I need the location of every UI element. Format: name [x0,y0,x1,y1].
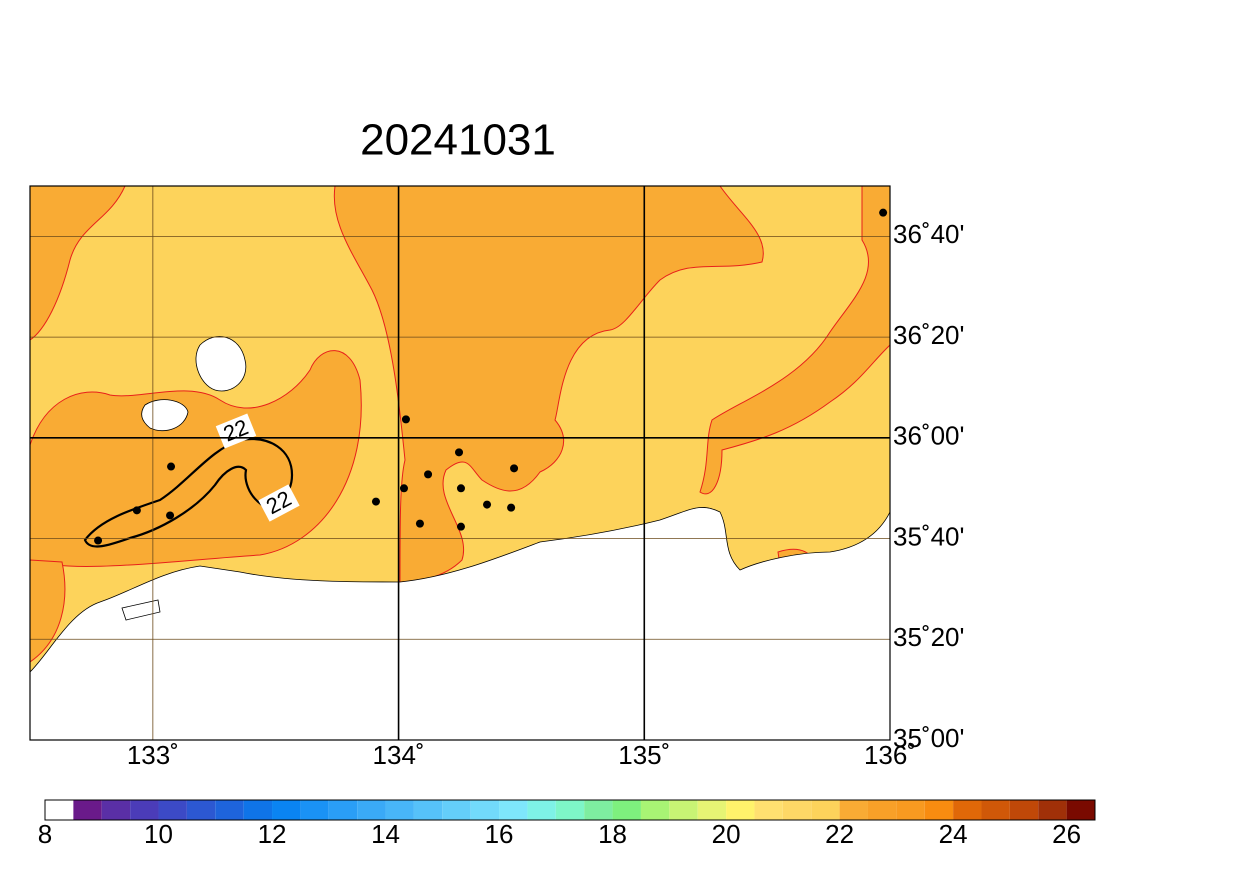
colorbar-box [782,800,812,820]
colorbar-box [73,800,102,820]
colorbar-label: 20 [712,819,741,849]
station [879,208,888,217]
map-frame [29,185,891,741]
colorbar-box [243,800,273,820]
colorbar-box [896,800,925,820]
map-field: 22 22 [30,186,890,740]
colorbar-box [924,800,954,820]
station [166,511,175,520]
colorbar-box [130,800,159,820]
warm-area [699,186,890,495]
colorbar-box [385,800,414,820]
colorbar-box [45,800,74,820]
land [30,507,890,740]
island [141,399,189,432]
lat-label: 35˚20' [893,622,964,652]
station [424,470,433,479]
colorbar-box [839,800,868,820]
colorbar-box [413,800,443,820]
warm-area [30,559,66,663]
colorbar-box [158,800,187,820]
station [456,522,465,531]
colorbar-box [300,800,329,820]
map-title: 20241031 [360,116,556,165]
colorbar-box [953,800,982,820]
colorbar-frame [44,799,1096,821]
colorbar-box [612,800,641,820]
station [456,484,465,493]
colorbar-label: 10 [144,819,173,849]
stations [94,208,888,545]
warm-area [30,186,126,341]
colorbar: 8 10 12 14 16 18 20 22 24 26 [38,799,1096,849]
colorbar-box [640,800,670,820]
island [121,599,161,621]
colorbar-box [470,800,500,820]
colorbar-box [442,800,471,820]
colorbar-box [811,800,840,820]
lat-label: 35˚40' [893,521,964,551]
colorbar-box [101,800,131,820]
colorbar-box [669,800,698,820]
station [167,462,176,471]
colorbar-box [1009,800,1039,820]
lat-label: 36˚40' [893,219,964,249]
lon-label: 136˚ [864,740,916,770]
colorbar-label: 16 [485,819,514,849]
colorbar-box [1038,800,1067,820]
grid [30,186,890,740]
colorbar-box [328,800,358,820]
colorbar-box [357,800,386,820]
contour-label-box: 22 [215,413,257,449]
colorbar-label: 22 [825,819,854,849]
colorbar-label: 26 [1052,819,1081,849]
axis-labels: 133˚ 134˚ 135˚ 136˚35˚00' 35˚20' 35˚40' 36˚00'… [127,219,965,770]
colorbar-box [754,800,783,820]
lat-label: 35˚00' [893,723,964,753]
colorbar-box [867,800,897,820]
station [510,464,519,473]
colorbar-box [527,800,556,820]
colorbar-box [584,800,613,820]
station [94,536,103,545]
lon-label: 134˚ [373,740,425,770]
station [415,519,424,528]
colorbar-box [499,800,528,820]
station [507,503,516,512]
lon-label: 133˚ [127,740,179,770]
colorbar-label: 8 [38,819,52,849]
station [483,500,492,509]
colorbar-box [186,800,216,820]
colorbar-label: 24 [939,819,968,849]
colorbar-box [726,800,755,820]
colorbar-label: 12 [258,819,287,849]
colorbar-box [1066,800,1095,820]
colorbar-label: 14 [371,819,400,849]
colorbar-label: 18 [598,819,627,849]
lat-label: 36˚20' [893,320,964,350]
lon-label: 135˚ [618,740,670,770]
colorbar-box [272,800,301,820]
colorbar-box [981,800,1010,820]
station [401,415,410,424]
station [371,497,380,506]
colorbar-box [697,800,727,820]
lat-label: 36˚00' [893,421,964,451]
colorbar-box [555,800,585,820]
colorbar-box [215,800,244,820]
station [455,448,464,457]
warm-area [333,186,764,583]
station [132,506,141,515]
station [399,484,408,493]
